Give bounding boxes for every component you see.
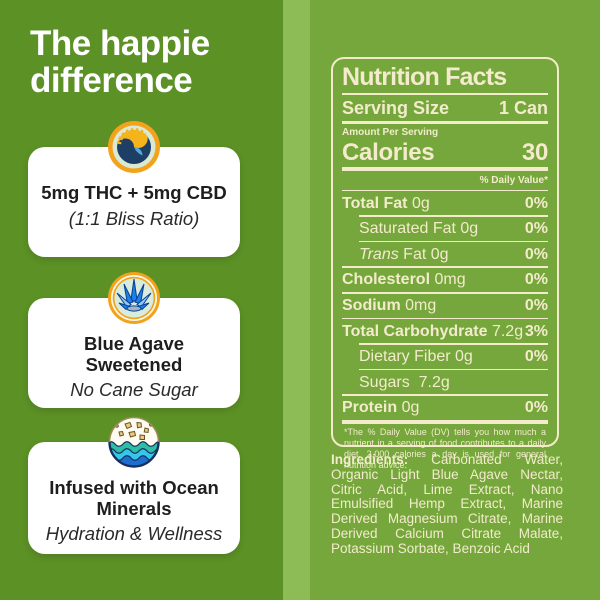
card-title: 5mg THC + 5mg CBD	[41, 182, 227, 203]
rule	[342, 419, 548, 424]
calories-value: 30	[521, 138, 548, 166]
feature-card-ocean-minerals: Infused with Ocean Minerals Hydration & …	[28, 416, 240, 554]
title-line-1: The happie	[30, 24, 210, 63]
nutrition-row-total-fat: Total Fat 0g 0%	[342, 194, 548, 212]
nutrition-row-trans-fat: Trans Fat 0g 0%	[359, 245, 548, 263]
amount-per-serving-label: Amount Per Serving	[342, 126, 439, 138]
rule	[342, 120, 548, 124]
nutrition-row-cholesterol: Cholesterol 0mg 0%	[342, 271, 548, 289]
rule	[342, 317, 548, 320]
thc-cbd-balance-icon	[107, 120, 161, 174]
rule	[359, 368, 548, 371]
feature-card-thc-cbd: 5mg THC + 5mg CBD (1:1 Bliss Ratio)	[28, 121, 240, 257]
serving-size-value: 1 Can	[498, 97, 548, 118]
serving-size-row: Serving Size 1 Can	[342, 96, 548, 120]
rule	[342, 166, 548, 171]
calories-label: Calories	[342, 138, 435, 166]
page-title: The happie difference	[30, 24, 210, 100]
card-title: Blue Agave Sweetened	[83, 333, 185, 375]
nutrition-row-saturated-fat: Saturated Fat 0g 0%	[359, 220, 548, 238]
card-title: Infused with Ocean Minerals	[49, 477, 219, 519]
ingredients-text: Carbonated Water, Organic Light Blue Aga…	[331, 452, 563, 556]
rule	[359, 240, 548, 243]
ingredients-label: Ingredients:	[331, 452, 409, 467]
card-subtitle: (1:1 Bliss Ratio)	[68, 207, 200, 229]
nutrition-row-dietary-fiber: Dietary Fiber 0g 0%	[359, 348, 548, 366]
rule	[342, 394, 548, 396]
rule	[342, 93, 548, 95]
nutrition-row-total-carbohydrate: Total Carbohydrate 7.2g 3%	[342, 322, 548, 340]
card-subtitle: Hydration & Wellness	[45, 523, 223, 545]
calories-row: Calories 30	[342, 139, 548, 166]
title-line-2: difference	[30, 60, 193, 100]
rule	[359, 343, 548, 345]
rule	[342, 291, 548, 294]
nutrition-row-sodium: Sodium 0mg 0%	[342, 297, 548, 315]
rule	[342, 189, 548, 192]
blue-agave-icon	[107, 271, 161, 325]
card-subtitle: No Cane Sugar	[70, 379, 198, 401]
ocean-minerals-icon	[107, 415, 161, 469]
nutrition-row-sugars: Sugars 7.2g	[359, 373, 450, 391]
ingredients-block: Ingredients: Carbonated Water, Organic L…	[331, 452, 563, 557]
divider-strip	[283, 0, 310, 600]
feature-card-agave: Blue Agave Sweetened No Cane Sugar	[28, 272, 240, 408]
rule	[359, 215, 548, 217]
nutrition-facts-panel: Nutrition Facts Serving Size 1 Can Amoun…	[331, 57, 559, 470]
nutrition-facts-title: Nutrition Facts	[342, 63, 507, 91]
daily-value-footnote: *The % Daily Value (DV) tells you how mu…	[344, 426, 546, 470]
nutrition-row-protein: Protein 0g 0%	[342, 399, 548, 417]
rule	[342, 266, 548, 268]
left-panel: The happie difference 5mg THC + 5mg CBD …	[0, 0, 283, 600]
serving-size-label: Serving Size	[342, 97, 450, 118]
daily-value-header: % Daily Value*	[479, 174, 548, 186]
right-panel: Nutrition Facts Serving Size 1 Can Amoun…	[310, 0, 600, 600]
